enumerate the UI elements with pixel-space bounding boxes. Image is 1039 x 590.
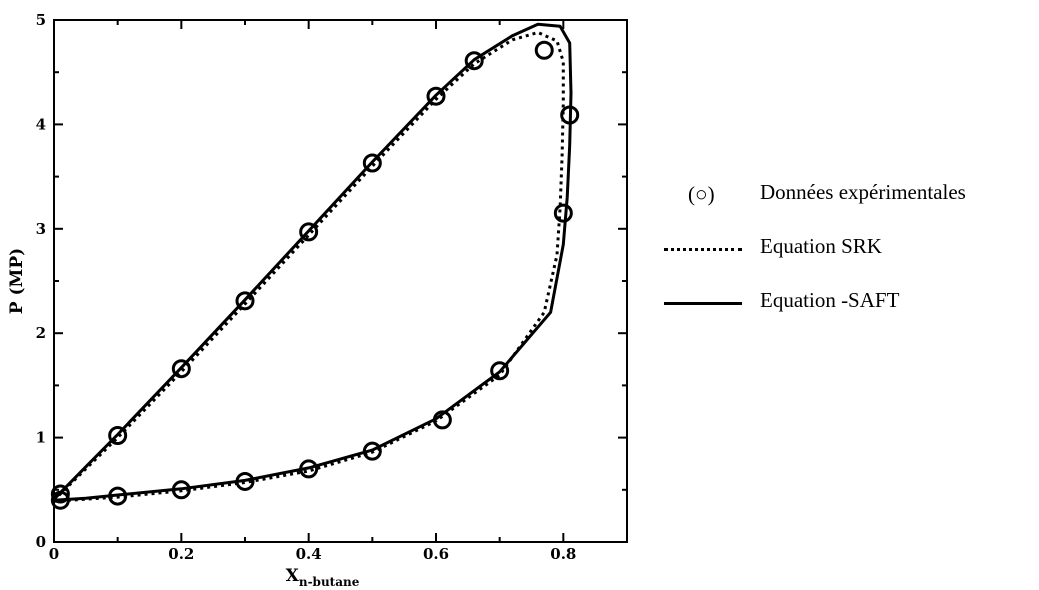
legend-label-srk: Equation SRK [760, 234, 882, 258]
series-line-saft [52, 22, 573, 502]
y-tick-label: 0 [36, 533, 46, 551]
y-tick-label: 1 [36, 429, 46, 447]
data-point-experimental [432, 410, 452, 430]
x-tick-label: 0.8 [550, 545, 576, 563]
y-tick-label: 5 [36, 11, 46, 29]
data-point-experimental [108, 486, 128, 506]
data-point-experimental [464, 51, 484, 71]
data-point-experimental [171, 480, 191, 500]
x-tick-label: 0.6 [423, 545, 449, 563]
data-point-experimental [490, 361, 510, 381]
data-point-experimental [235, 291, 255, 311]
data-point-experimental [299, 459, 319, 479]
series-line-srk [52, 31, 565, 503]
data-point-experimental [426, 86, 446, 106]
legend-item-experimental: (○) Données expérimentales [660, 178, 1035, 232]
legend-item-srk: Equation SRK [660, 232, 1035, 286]
x-tick-label: 0 [49, 545, 59, 563]
legend-swatch-solid [660, 292, 744, 314]
x-tick-label: 0.2 [168, 545, 194, 563]
legend-marker-circle: (○) [688, 182, 715, 206]
y-axis-label: P (MP) [7, 248, 27, 314]
data-point-experimental [299, 222, 319, 242]
y-tick-label: 4 [36, 115, 46, 133]
data-point-experimental [362, 153, 382, 173]
legend-swatch-dotted [660, 238, 744, 260]
legend: (○) Données expérimentales Equation SRK … [660, 178, 1035, 340]
x-axis-label-main: X [286, 566, 300, 586]
y-tick-label: 3 [36, 220, 46, 238]
legend-label-saft: Equation -SAFT [760, 288, 900, 312]
data-point-experimental [50, 484, 70, 504]
data-point-experimental [560, 105, 580, 125]
data-point-experimental [50, 490, 70, 510]
x-tick-label: 0.4 [296, 545, 322, 563]
data-point-experimental [362, 441, 382, 461]
legend-item-saft: Equation -SAFT [660, 286, 1035, 340]
legend-label-experimental: Données expérimentales [760, 180, 966, 204]
x-axis-label-subscript: n-butane [299, 575, 360, 589]
data-point-experimental [108, 426, 128, 446]
plot-frame [53, 19, 628, 543]
data-point-experimental [534, 40, 554, 60]
data-point-experimental [171, 359, 191, 379]
data-point-experimental [235, 471, 255, 491]
x-axis-label: Xn-butane [286, 566, 360, 589]
y-tick-label: 2 [36, 324, 46, 342]
data-point-experimental [553, 203, 573, 223]
